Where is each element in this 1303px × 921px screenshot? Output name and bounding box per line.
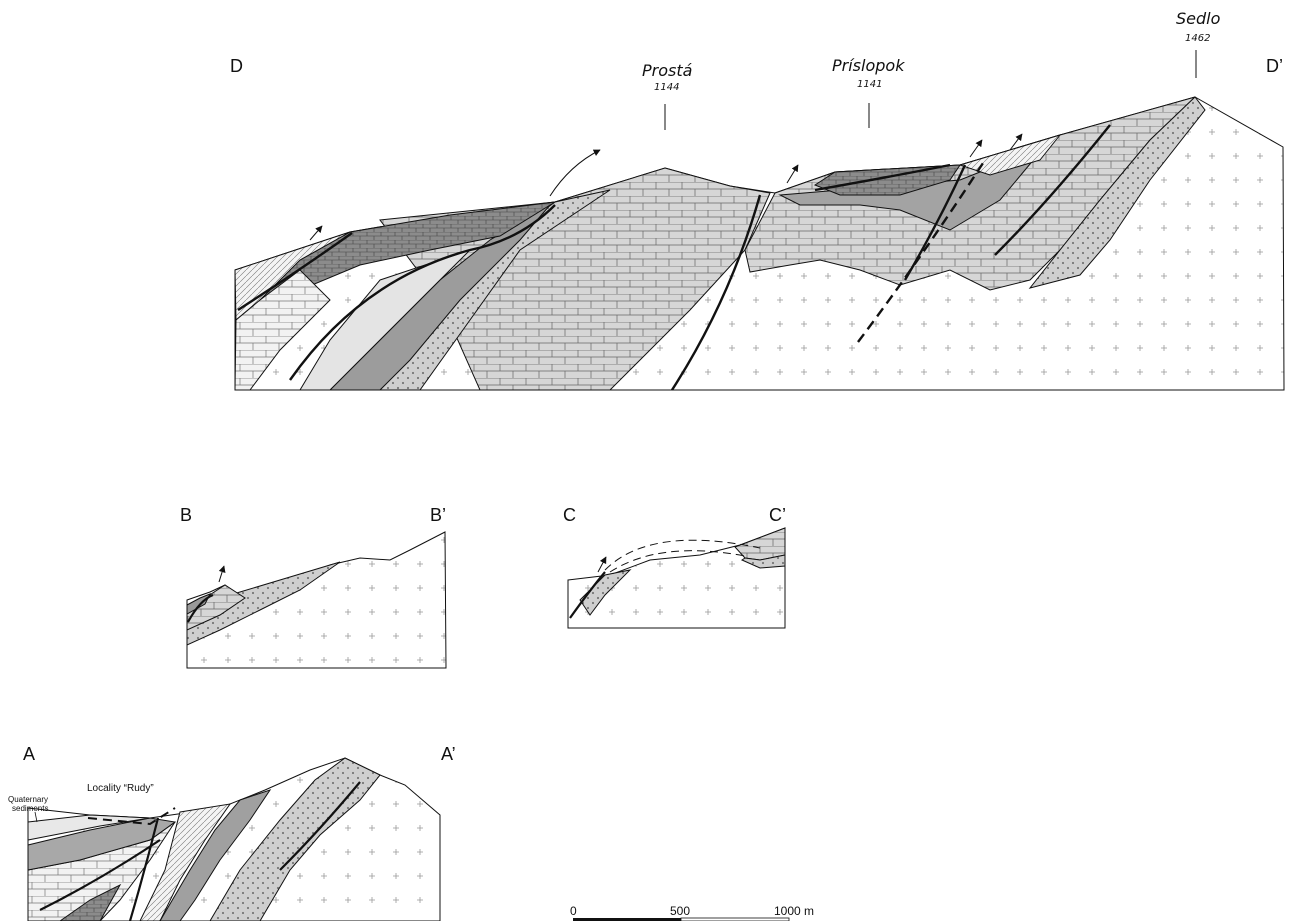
section-a: A A’ Locality “Rudy” Quaternary sediment… xyxy=(8,744,456,921)
c-dashed-arc-2 xyxy=(609,550,746,573)
c-dashed-arc-1 xyxy=(604,539,761,571)
b-thrust xyxy=(187,593,214,623)
fault-arrow-1 xyxy=(309,225,323,241)
syncline-dotted-margin xyxy=(1028,96,1206,289)
scale-bar-white-segment xyxy=(680,917,790,921)
c-dotted xyxy=(740,554,786,569)
fault-arrow-5 xyxy=(1009,133,1023,151)
peak-name-prosta: Prostá xyxy=(642,61,693,80)
b-dotted-band xyxy=(186,561,341,646)
c-left-dotted xyxy=(579,569,632,616)
b-arrow xyxy=(218,565,226,583)
a-dark-band xyxy=(159,789,272,921)
peak-elevation-prosta: 1144 xyxy=(654,82,679,93)
quaternary-label-line1: Quaternary xyxy=(8,795,48,804)
a-grey-cap xyxy=(27,817,177,871)
a-fault-2 xyxy=(39,839,161,911)
a-thrust-3 xyxy=(279,781,361,871)
normal-fault-1 xyxy=(670,194,762,391)
a-dotted-belt xyxy=(209,757,381,921)
thrust-fault-2 xyxy=(237,232,353,312)
section-a-left-label: A xyxy=(23,744,35,764)
thrust-fault-4 xyxy=(814,163,951,192)
peak-name-prislopok: Príslopok xyxy=(832,56,905,75)
locality-label: Locality “Rudy” xyxy=(87,783,154,794)
thrust-fault-1 xyxy=(289,204,556,381)
section-d: D D’ Prostá 1144 Príslopok 1141 Sedlo 14… xyxy=(230,9,1285,391)
peak-elevation-sedlo: 1462 xyxy=(1185,33,1210,44)
scale-bar: 0 500 1000 m xyxy=(570,904,814,921)
peak-elevation-prislopok: 1141 xyxy=(857,79,882,90)
section-b-left-label: B xyxy=(180,505,192,525)
section-a-right-label: A’ xyxy=(441,744,456,764)
syncline-hatched-cap xyxy=(958,134,1062,176)
section-c-right-label: C’ xyxy=(769,505,786,525)
section-d-left-label: D xyxy=(230,56,243,76)
section-c: C C’ xyxy=(563,505,786,629)
section-b: B B’ xyxy=(180,505,447,669)
section-d-right-label: D’ xyxy=(1266,56,1283,76)
c-arrow xyxy=(597,556,607,573)
a-hatched xyxy=(139,803,232,921)
thrust-fault-3 xyxy=(994,124,1111,256)
syncline-top-dark-limestone xyxy=(813,164,961,196)
c-fault xyxy=(569,571,606,619)
scale-zero-label: 0 xyxy=(570,904,577,918)
fault-arrow-3 xyxy=(786,164,799,184)
white-limestone-left xyxy=(234,269,331,391)
dashed-fault xyxy=(857,159,987,343)
a-quaternary-pointer xyxy=(34,811,38,823)
scale-end-label: 1000 m xyxy=(774,904,814,918)
scale-mid-label: 500 xyxy=(670,904,690,918)
fault-arrow-2 xyxy=(549,149,601,197)
light-grey-limestone xyxy=(299,249,471,391)
a-dashed-surface xyxy=(87,807,176,826)
scale-bar-black-segment xyxy=(573,918,681,921)
quaternary-label-line2: sediments xyxy=(12,804,48,813)
normal-fault-2 xyxy=(903,164,967,281)
a-fault-1 xyxy=(128,817,160,921)
section-c-left-label: C xyxy=(563,505,576,525)
a-dark-limestone xyxy=(59,883,122,921)
peak-name-sedlo: Sedlo xyxy=(1176,9,1221,28)
section-b-right-label: B’ xyxy=(430,505,446,525)
fault-arrow-4 xyxy=(969,139,983,158)
